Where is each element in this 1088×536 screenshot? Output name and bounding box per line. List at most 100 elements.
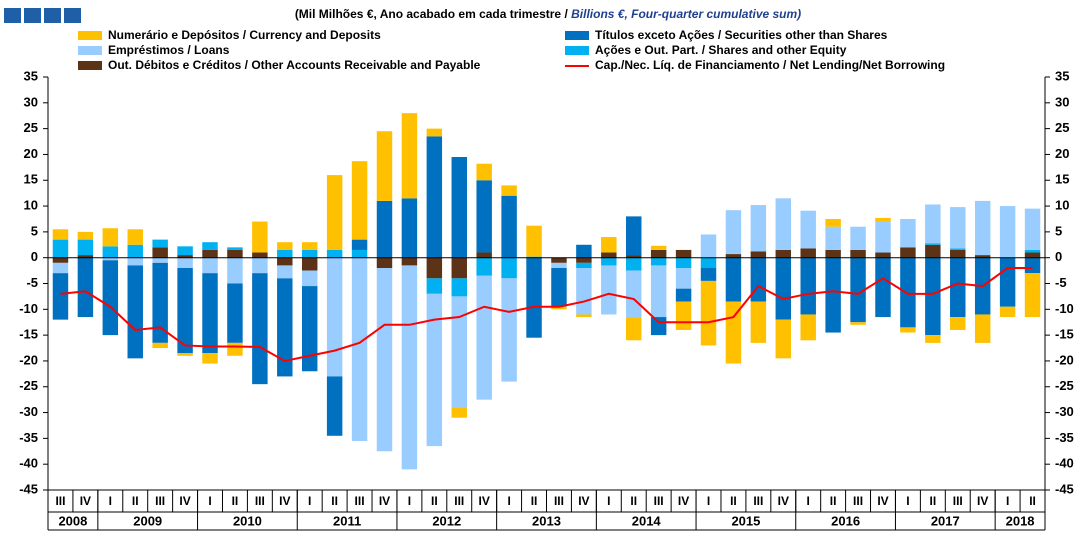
x-tick-label: IV — [678, 494, 689, 508]
bar — [351, 257, 368, 441]
year-label: 2009 — [133, 513, 162, 528]
x-tick-label: III — [753, 494, 763, 508]
x-tick-label: IV — [379, 494, 390, 508]
bar — [301, 242, 318, 250]
bar — [152, 342, 168, 349]
bar — [950, 249, 966, 258]
x-tick-label: IV — [80, 494, 91, 508]
x-tick-label: I — [906, 494, 909, 508]
bar — [850, 249, 866, 258]
bar — [102, 246, 119, 258]
bar — [351, 249, 368, 258]
bar — [177, 255, 193, 258]
bar — [925, 244, 941, 258]
bar — [650, 245, 667, 250]
bar — [1024, 273, 1041, 318]
bar — [725, 254, 742, 258]
bar — [202, 249, 218, 258]
bar — [675, 268, 692, 289]
bar — [999, 206, 1016, 258]
bar — [875, 257, 891, 318]
x-tick-label: I — [607, 494, 610, 508]
x-tick-label: II — [630, 494, 637, 508]
bar — [800, 248, 816, 258]
bar — [127, 244, 143, 258]
bar — [601, 257, 617, 266]
y-tick-label: 15 — [1055, 172, 1069, 187]
bar — [875, 252, 891, 258]
bar — [202, 353, 218, 364]
y-tick-label: 0 — [31, 249, 38, 264]
legend-swatch — [565, 31, 589, 40]
bar — [725, 210, 742, 255]
bar — [601, 252, 617, 258]
y-tick-label: 20 — [1055, 146, 1069, 161]
bar — [675, 301, 692, 330]
bar — [501, 278, 517, 382]
title-en: Billions €, Four-quarter cumulative sum) — [571, 7, 801, 21]
bar — [451, 407, 467, 418]
y-tick-label: 35 — [24, 68, 38, 83]
x-tick-label: IV — [179, 494, 190, 508]
bar — [227, 249, 243, 258]
bar — [301, 257, 318, 271]
year-label: 2011 — [333, 513, 361, 528]
bar — [551, 257, 567, 263]
logo-block — [4, 8, 21, 23]
bar — [650, 317, 667, 336]
bar — [376, 131, 393, 201]
bar — [401, 198, 418, 258]
legend-label: Out. Débitos e Créditos / Other Accounts… — [108, 58, 481, 72]
legend-label: Cap./Nec. Líq. de Financiamento / Net Le… — [595, 58, 945, 72]
bar — [551, 268, 567, 307]
x-tick-label: III — [55, 494, 65, 508]
bar — [675, 288, 692, 302]
bar — [152, 262, 168, 343]
bar — [526, 225, 542, 257]
x-tick-label: IV — [977, 494, 988, 508]
bar — [152, 239, 168, 248]
bar — [426, 278, 443, 294]
bar — [227, 283, 243, 343]
bar — [900, 218, 916, 248]
bar — [376, 200, 393, 258]
y-tick-label: -40 — [1055, 456, 1074, 471]
y-tick-label: 25 — [24, 120, 38, 135]
year-label: 2014 — [632, 513, 662, 528]
x-tick-label: III — [554, 494, 564, 508]
bar — [576, 257, 592, 263]
bar — [252, 252, 268, 258]
x-tick-label: III — [155, 494, 165, 508]
bar — [426, 128, 443, 137]
bar — [800, 210, 816, 249]
legend-label: Numerário e Depósitos / Currency and Dep… — [108, 28, 381, 42]
bar — [576, 314, 592, 318]
bar — [501, 257, 517, 279]
bar — [850, 257, 866, 323]
bar — [277, 265, 293, 279]
y-tick-label: -25 — [1055, 378, 1074, 393]
bar — [401, 257, 418, 266]
x-tick-label: IV — [279, 494, 290, 508]
bar — [451, 296, 467, 408]
x-tick-label: I — [308, 494, 311, 508]
logo-block — [24, 8, 41, 23]
bar — [326, 376, 343, 436]
bar — [102, 228, 119, 247]
bar — [700, 257, 717, 269]
y-tick-label: 5 — [31, 223, 38, 238]
bar — [601, 265, 617, 315]
legend-swatch — [78, 31, 102, 40]
bar — [426, 293, 443, 447]
year-label: 2016 — [831, 513, 860, 528]
bar — [626, 257, 642, 271]
bar — [501, 195, 517, 258]
bar — [775, 319, 792, 359]
bar — [925, 335, 941, 343]
legend-swatch — [78, 61, 102, 70]
bar — [999, 257, 1016, 307]
y-tick-label: -10 — [1055, 301, 1074, 316]
legend-label: Títulos exceto Ações / Securities other … — [595, 28, 888, 42]
line — [60, 267, 1033, 362]
